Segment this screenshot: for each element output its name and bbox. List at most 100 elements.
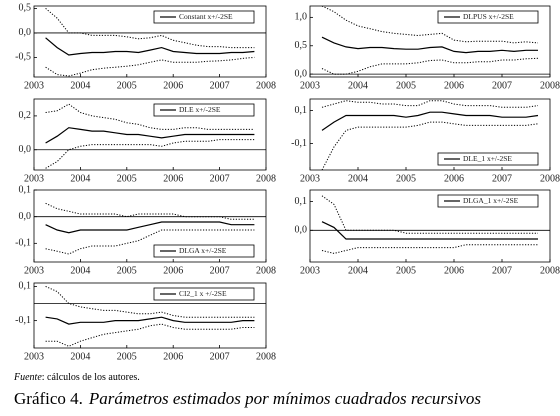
- lower-band: [321, 57, 539, 75]
- lower-band: [45, 229, 255, 255]
- legend-box: [153, 103, 255, 117]
- x-tick-label: 2007: [492, 265, 512, 276]
- x-tick-label: 2003: [300, 265, 320, 276]
- x-tick-label: 2004: [348, 80, 368, 91]
- x-tick-label: 2004: [70, 173, 90, 184]
- x-tick-label: 2007: [210, 173, 230, 184]
- x-tick-label: 2004: [70, 80, 90, 91]
- x-tick-label: 2004: [70, 351, 90, 362]
- estimate-line: [321, 111, 539, 131]
- lower-band: [321, 244, 538, 254]
- lower-band: [45, 139, 255, 169]
- lower-band: [321, 121, 539, 170]
- y-tick-label: 0,2: [19, 110, 32, 121]
- y-tick-label: 0,0: [19, 27, 32, 38]
- x-tick-label: 2006: [163, 265, 183, 276]
- x-tick-label: 2005: [396, 80, 416, 91]
- plot-frame: [309, 189, 551, 263]
- legend-box: [437, 10, 539, 24]
- y-tick-label: 0,5: [295, 40, 308, 51]
- legend-label: DLE_1 x+/-2SE: [463, 154, 512, 163]
- x-tick-label: 2003: [24, 351, 44, 362]
- y-tick-label: -0,1: [291, 138, 307, 149]
- legend-box: [153, 10, 255, 24]
- x-tick-label: 2007: [492, 173, 512, 184]
- x-tick-label: 2008: [540, 265, 560, 276]
- x-tick-label: 2005: [117, 265, 137, 276]
- x-tick-label: 2007: [210, 80, 230, 91]
- charts: 2003 2004 2005 2006 2007 2008 0,5 0,0 -0,5 Consta…: [15, 3, 560, 363]
- x-tick-label: 2004: [348, 173, 368, 184]
- upper-band: [45, 8, 255, 49]
- legend-box: [153, 287, 255, 301]
- legend-label: Constant x+/-2SE: [179, 12, 233, 21]
- x-tick-label: 2005: [117, 173, 137, 184]
- x-tick-label: 2005: [396, 265, 416, 276]
- estimate-line: [45, 221, 255, 234]
- x-tick-label: 2008: [256, 80, 276, 91]
- x-tick-label: 2003: [24, 173, 44, 184]
- plot-frame: [33, 189, 267, 263]
- x-tick-label: 2008: [256, 351, 276, 362]
- source-text: : cálculos de los autores.: [41, 372, 140, 383]
- x-tick-label: 2003: [24, 265, 44, 276]
- y-tick-label: 0,1: [19, 281, 32, 292]
- x-tick-label: 2006: [444, 173, 464, 184]
- y-tick-label: 0,1: [19, 184, 32, 195]
- x-tick-label: 2003: [24, 80, 44, 91]
- upper-band: [45, 103, 255, 130]
- x-tick-label: 2004: [70, 265, 90, 276]
- plot-frame: [33, 98, 267, 171]
- upper-band: [321, 195, 538, 234]
- y-tick-label: 1,0: [295, 12, 308, 23]
- upper-band: [321, 100, 539, 108]
- x-tick-label: 2006: [163, 80, 183, 91]
- upper-band: [321, 6, 539, 44]
- legend-label: DLPUS x+/-2SE: [463, 12, 514, 21]
- x-tick-label: 2003: [300, 173, 320, 184]
- x-tick-label: 2008: [256, 265, 276, 276]
- legend-box: [437, 194, 539, 208]
- y-tick-label: 0,1: [295, 105, 308, 116]
- y-tick-label: 0,5: [19, 3, 32, 14]
- x-tick-label: 2006: [163, 173, 183, 184]
- x-tick-label: 2007: [210, 351, 230, 362]
- y-tick-label: -0,1: [15, 238, 31, 249]
- x-tick-label: 2004: [348, 265, 368, 276]
- x-tick-label: 2006: [444, 265, 464, 276]
- legend-label: DLGA x+/-2SE: [179, 246, 227, 255]
- legend-box: [153, 244, 255, 258]
- legend-label: DLE x+/-2SE: [179, 105, 221, 114]
- plot-frame: [309, 5, 551, 78]
- caption-text: Parámetros estimados por mínimos cuadrad…: [88, 389, 482, 408]
- estimate-line: [45, 37, 255, 56]
- y-tick-label: -0,1: [15, 315, 31, 326]
- x-tick-label: 2005: [117, 80, 137, 91]
- plot-frame: [33, 5, 267, 78]
- x-tick-label: 2005: [117, 351, 137, 362]
- source-note: Fuente: cálculos de los autores.: [14, 372, 140, 383]
- x-tick-label: 2008: [256, 173, 276, 184]
- caption-number: Gráfico 4.: [14, 389, 83, 408]
- x-tick-label: 2007: [210, 265, 230, 276]
- plot-frame: [309, 98, 551, 171]
- x-tick-label: 2003: [300, 80, 320, 91]
- x-tick-label: 2008: [540, 80, 560, 91]
- caption: Gráfico 4. Parámetros estimados por mínim…: [14, 389, 481, 409]
- plot-frame: [33, 282, 267, 349]
- x-tick-label: 2005: [396, 173, 416, 184]
- y-tick-label: 0,0: [19, 211, 32, 222]
- legend-label: DLGA_1 x+/-2SE: [463, 196, 519, 205]
- estimate-line: [321, 36, 538, 54]
- y-tick-label: 0,0: [295, 225, 308, 236]
- estimate-line: [321, 221, 538, 240]
- y-tick-label: 0,0: [295, 68, 308, 79]
- estimate-line: [45, 127, 255, 144]
- legend-label: CI2_1 x +/-2SE: [179, 289, 227, 298]
- y-tick-label: 0,1: [295, 196, 308, 207]
- x-tick-label: 2007: [492, 80, 512, 91]
- x-tick-label: 2006: [444, 80, 464, 91]
- y-tick-label: -0,5: [15, 52, 31, 63]
- lower-band: [45, 56, 255, 77]
